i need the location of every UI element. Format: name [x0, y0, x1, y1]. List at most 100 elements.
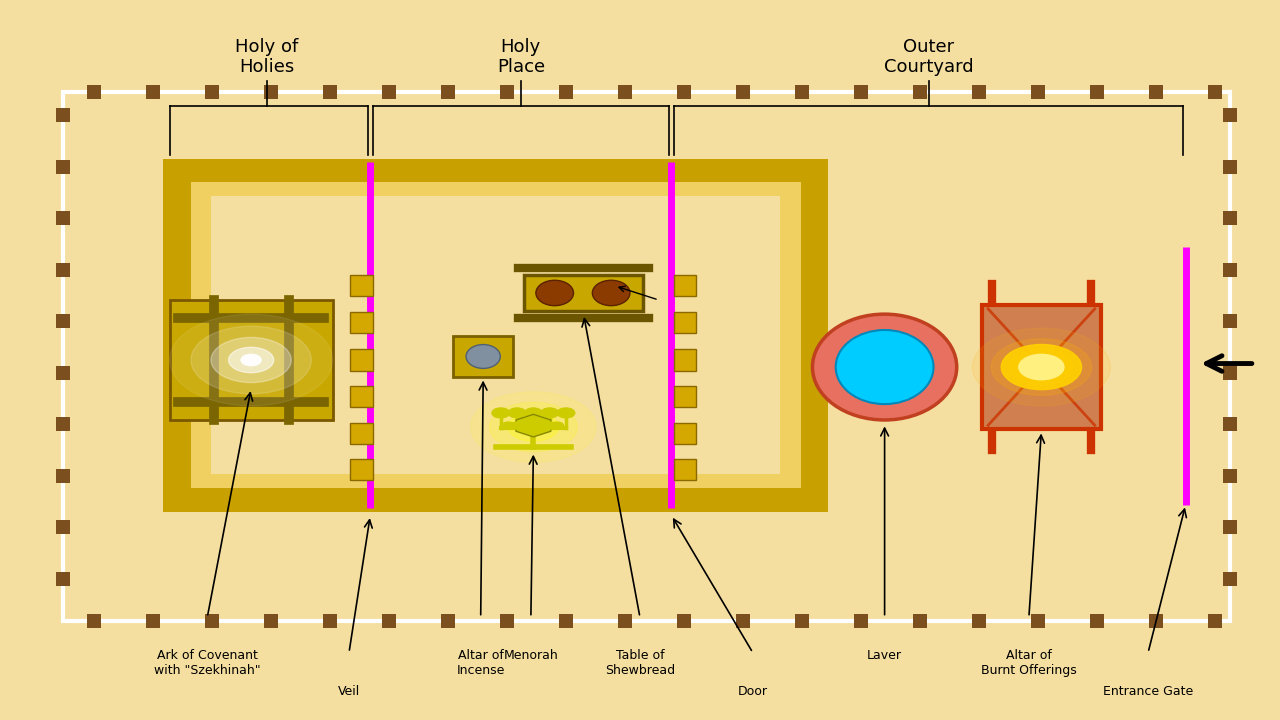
Bar: [164, 159, 828, 512]
Circle shape: [557, 408, 575, 418]
Circle shape: [544, 422, 556, 429]
Point: [556, 86, 576, 98]
Point: [1146, 616, 1166, 627]
Point: [1220, 470, 1240, 482]
Circle shape: [489, 402, 577, 451]
Point: [261, 86, 282, 98]
Point: [1204, 616, 1225, 627]
Bar: [349, 275, 372, 297]
Circle shape: [508, 413, 558, 441]
Circle shape: [973, 328, 1110, 406]
Bar: [349, 423, 372, 444]
Point: [1220, 418, 1240, 430]
Bar: [63, 92, 1230, 621]
Point: [202, 616, 223, 627]
Point: [52, 315, 73, 327]
Circle shape: [550, 422, 563, 429]
Text: Table of
Shewbread: Table of Shewbread: [605, 649, 675, 678]
Circle shape: [511, 422, 524, 429]
Point: [52, 470, 73, 482]
Circle shape: [170, 314, 333, 406]
Point: [379, 86, 399, 98]
Point: [379, 616, 399, 627]
Point: [1220, 573, 1240, 585]
Point: [910, 616, 931, 627]
Bar: [349, 459, 372, 480]
Point: [84, 86, 105, 98]
Text: Laver: Laver: [867, 649, 902, 662]
Bar: [673, 312, 696, 333]
Point: [1220, 109, 1240, 121]
Text: Veil: Veil: [338, 685, 360, 698]
Circle shape: [991, 339, 1092, 395]
Point: [497, 616, 517, 627]
Bar: [349, 312, 372, 333]
Ellipse shape: [536, 280, 573, 306]
Point: [52, 573, 73, 585]
Point: [320, 86, 340, 98]
Circle shape: [1010, 349, 1073, 384]
Circle shape: [191, 326, 311, 394]
Point: [202, 86, 223, 98]
Bar: [524, 275, 643, 310]
Bar: [211, 197, 781, 474]
Point: [52, 212, 73, 224]
Point: [556, 616, 576, 627]
Bar: [673, 275, 696, 297]
Ellipse shape: [593, 280, 630, 306]
Circle shape: [541, 408, 558, 418]
Circle shape: [517, 422, 530, 429]
Text: Altar of
Incense: Altar of Incense: [457, 649, 504, 678]
Circle shape: [241, 354, 261, 366]
Point: [143, 86, 164, 98]
Point: [52, 264, 73, 276]
Text: Ark of Covenant
with "Szekhinah": Ark of Covenant with "Szekhinah": [154, 649, 261, 678]
Circle shape: [471, 392, 596, 462]
Point: [673, 616, 694, 627]
Point: [850, 86, 870, 98]
Circle shape: [538, 422, 549, 429]
Point: [1087, 86, 1107, 98]
Point: [1028, 616, 1048, 627]
Bar: [673, 423, 696, 444]
Bar: [673, 459, 696, 480]
Point: [52, 418, 73, 430]
Bar: [170, 300, 333, 420]
Circle shape: [508, 408, 526, 418]
Ellipse shape: [466, 345, 500, 369]
Ellipse shape: [836, 330, 933, 404]
Circle shape: [525, 408, 543, 418]
Circle shape: [229, 347, 274, 373]
Point: [261, 616, 282, 627]
Circle shape: [502, 422, 515, 429]
Circle shape: [1001, 344, 1082, 390]
Point: [1204, 86, 1225, 98]
Bar: [673, 349, 696, 371]
Point: [1087, 616, 1107, 627]
Bar: [349, 349, 372, 371]
Ellipse shape: [813, 314, 956, 420]
Text: Door: Door: [737, 685, 768, 698]
Bar: [982, 305, 1101, 429]
Point: [84, 616, 105, 627]
Point: [969, 86, 989, 98]
Point: [1220, 161, 1240, 172]
Bar: [673, 386, 696, 408]
Point: [732, 616, 753, 627]
Point: [1146, 86, 1166, 98]
Point: [969, 616, 989, 627]
Point: [52, 367, 73, 379]
Text: Entrance Gate: Entrance Gate: [1103, 685, 1193, 698]
Point: [52, 521, 73, 533]
Point: [1220, 367, 1240, 379]
Point: [910, 86, 931, 98]
Text: Altar of
Burnt Offerings: Altar of Burnt Offerings: [980, 649, 1076, 678]
Point: [438, 86, 458, 98]
Point: [1220, 521, 1240, 533]
Circle shape: [492, 408, 509, 418]
Point: [850, 616, 870, 627]
Circle shape: [1019, 354, 1064, 379]
Point: [1028, 86, 1048, 98]
Point: [614, 616, 635, 627]
Text: Outer
Courtyard: Outer Courtyard: [883, 37, 973, 76]
